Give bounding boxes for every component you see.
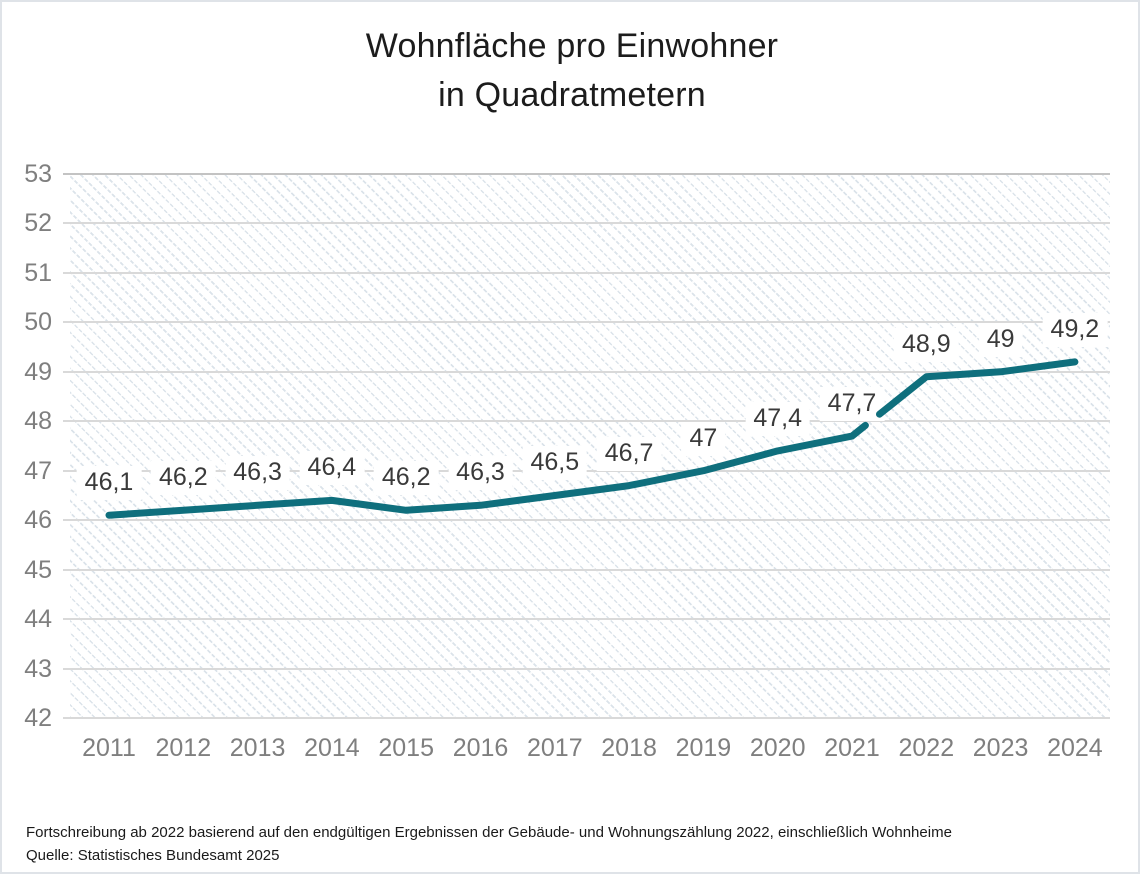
point-label: 47 [681,421,726,456]
x-tick-label: 2013 [229,734,286,762]
gridline [63,420,1110,423]
gridline [63,618,1110,621]
gridline [63,370,1110,373]
y-tick-label: 50 [24,308,52,337]
x-tick-label: 2011 [82,734,136,762]
chart-title-line-1: Wohnfläche pro Einwohner [365,27,779,65]
gridline [63,173,1110,175]
chart-title: Wohnfläche pro Einwohner in Quadratmeter… [2,22,1140,120]
gridline [63,568,1110,571]
gridline [63,667,1110,670]
y-tick-label: 47 [24,456,52,485]
y-tick-label: 52 [24,209,52,238]
y-tick-label: 51 [24,258,52,287]
point-label: 46,2 [373,461,439,496]
x-tick-label: 2016 [452,734,509,762]
footnote: Fortschreibung ab 2022 basierend auf den… [26,821,1116,867]
point-label: 48,9 [893,327,959,362]
x-tick-label: 2015 [378,734,434,762]
point-label: 49,2 [1042,312,1108,347]
chart-title-line-2: in Quadratmetern [438,76,706,114]
x-tick-label: 2021 [824,734,880,762]
x-tick-label: 2023 [972,734,1029,762]
data-labels-layer: 46,1 46,2 46,3 46,4 46,2 46,3 46,5 46,7 47 47,4 47… [70,174,1110,718]
x-tick-label: 2022 [898,734,955,762]
x-tick-label: 2017 [526,734,583,762]
series-line [876,358,1079,418]
gridline [63,222,1110,225]
plot-area [70,174,1110,718]
y-tick-label: 45 [24,555,52,584]
y-tick-label: 48 [24,407,52,436]
gridline [63,321,1110,324]
x-tick-label: 2024 [1047,734,1103,762]
x-tick-label: 2012 [155,734,212,762]
y-tick-label: 42 [24,704,52,732]
point-label: 46,2 [150,461,216,496]
point-label: 46,1 [76,466,142,501]
y-tick-label: 53 [24,160,52,188]
point-label: 46,5 [522,446,588,481]
point-label: 46,3 [225,456,290,491]
point-label: 46,7 [596,436,662,471]
point-label: 49 [978,322,1023,357]
point-label: 46,3 [448,456,513,491]
y-tick-label: 43 [24,654,52,683]
y-tick-label: 44 [24,605,52,634]
x-tick-label: 2019 [675,734,732,762]
gridline [63,519,1110,522]
series-line [105,421,869,519]
gridline [63,271,1110,274]
series-layer [70,174,1110,718]
point-label: 46,4 [299,451,365,486]
x-tick-label: 2020 [749,734,806,762]
x-tick-label: 2014 [304,734,360,762]
y-tick-label: 46 [24,506,52,535]
gridline [63,717,1110,719]
x-tick-label: 2018 [601,734,657,762]
trend-line-svg [105,358,1079,519]
point-label: 47,4 [745,401,811,436]
footnote-line-2: Quelle: Statistisches Bundesamt 2025 [26,847,280,864]
point-label: 47,7 [819,387,885,422]
footnote-line-1: Fortschreibung ab 2022 basierend auf den… [26,824,952,841]
y-tick-label: 49 [24,357,52,386]
